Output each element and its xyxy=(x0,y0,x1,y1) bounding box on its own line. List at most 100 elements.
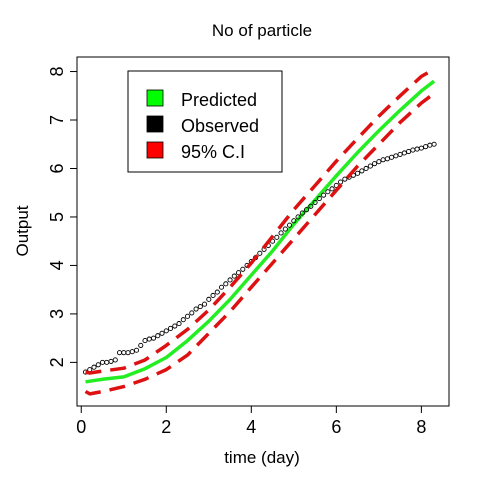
observed-point xyxy=(342,176,348,182)
y-tick-label: 3 xyxy=(47,309,67,319)
observed-point xyxy=(240,266,246,272)
legend-label-predicted: Predicted xyxy=(181,90,257,110)
observed-point xyxy=(418,145,424,151)
observed-point xyxy=(193,306,199,312)
observed-point xyxy=(308,203,314,209)
observed-point xyxy=(278,230,284,236)
observed-point xyxy=(393,153,399,159)
series-observed xyxy=(82,141,437,375)
chart-title: No of particle xyxy=(212,21,312,40)
observed-point xyxy=(329,186,335,192)
observed-point xyxy=(397,151,403,157)
observed-point xyxy=(99,359,106,365)
legend-swatch-observed xyxy=(146,115,164,133)
observed-point xyxy=(359,168,365,174)
y-tick-label: 5 xyxy=(47,212,67,222)
observed-point xyxy=(389,154,395,160)
observed-point xyxy=(355,170,361,176)
observed-point xyxy=(257,250,263,256)
legend-label-ci: 95% C.I xyxy=(181,142,245,162)
observed-point xyxy=(291,218,297,224)
legend-swatch-ci xyxy=(146,141,164,159)
observed-point xyxy=(321,192,327,198)
observed-point xyxy=(172,323,178,329)
observed-point xyxy=(116,350,123,356)
observed-point xyxy=(218,284,225,290)
observed-point xyxy=(163,328,169,334)
observed-point xyxy=(184,313,191,319)
observed-point xyxy=(129,349,135,355)
observed-point xyxy=(189,310,195,316)
observed-point xyxy=(380,157,386,163)
y-axis-label: Output xyxy=(13,205,32,256)
observed-point xyxy=(121,350,127,356)
observed-point xyxy=(95,362,101,368)
y-axis: 2 3 4 5 6 7 8 xyxy=(47,67,77,367)
x-tick-label: 0 xyxy=(76,417,86,437)
legend: Predicted Observed 95% C.I xyxy=(127,70,283,173)
observed-point xyxy=(223,281,229,287)
observed-point xyxy=(146,336,152,342)
y-tick-label: 2 xyxy=(47,357,67,367)
y-tick-label: 4 xyxy=(47,260,67,270)
observed-point xyxy=(176,321,182,327)
observed-point xyxy=(325,189,331,195)
observed-point xyxy=(384,156,390,162)
observed-point xyxy=(112,357,118,363)
observed-point xyxy=(214,289,220,295)
observed-point xyxy=(295,214,301,220)
observed-point xyxy=(142,338,148,344)
observed-point xyxy=(423,144,429,150)
observed-point xyxy=(197,304,203,310)
observed-point xyxy=(410,147,416,153)
observed-point xyxy=(414,146,420,152)
y-tick-label: 7 xyxy=(47,115,67,125)
x-tick-label: 8 xyxy=(416,417,426,437)
y-tick-label: 8 xyxy=(47,67,67,77)
observed-point xyxy=(180,317,186,323)
observed-point xyxy=(304,207,310,213)
observed-point xyxy=(431,141,437,147)
observed-point xyxy=(167,325,174,331)
observed-point xyxy=(206,296,212,302)
x-tick-label: 2 xyxy=(161,417,171,437)
x-tick-label: 4 xyxy=(246,417,256,437)
observed-point xyxy=(372,161,378,167)
observed-point xyxy=(159,330,165,336)
observed-point xyxy=(406,148,412,155)
observed-point xyxy=(133,347,140,353)
observed-point xyxy=(236,270,242,276)
observed-point xyxy=(316,195,322,202)
series-ci-line-2 xyxy=(85,67,435,375)
series-layer xyxy=(82,67,437,396)
legend-swatch-predicted xyxy=(146,89,164,107)
observed-point xyxy=(299,210,305,216)
observed-point xyxy=(138,342,144,348)
observed-point xyxy=(155,333,161,339)
observed-point xyxy=(104,359,110,365)
observed-point xyxy=(376,159,382,165)
observed-point xyxy=(125,350,131,356)
observed-point xyxy=(231,273,237,279)
series-ci-line-3 xyxy=(84,92,436,396)
observed-point xyxy=(363,165,369,172)
x-axis: 0 2 4 6 8 xyxy=(76,406,426,437)
x-axis-label: time (day) xyxy=(224,448,300,467)
observed-point xyxy=(227,277,233,283)
observed-point xyxy=(108,358,114,364)
observed-point xyxy=(91,364,97,370)
plot-frame xyxy=(76,56,450,407)
observed-point xyxy=(282,226,288,232)
observed-point xyxy=(338,179,344,185)
observed-point xyxy=(201,301,208,307)
y-tick-label: 6 xyxy=(47,163,67,173)
observed-point xyxy=(150,335,157,341)
legend-label-observed: Observed xyxy=(181,116,259,136)
observed-point xyxy=(312,199,318,205)
observed-point xyxy=(401,150,407,156)
observed-point xyxy=(427,142,433,148)
x-tick-label: 6 xyxy=(331,417,341,437)
observed-point xyxy=(210,292,216,299)
